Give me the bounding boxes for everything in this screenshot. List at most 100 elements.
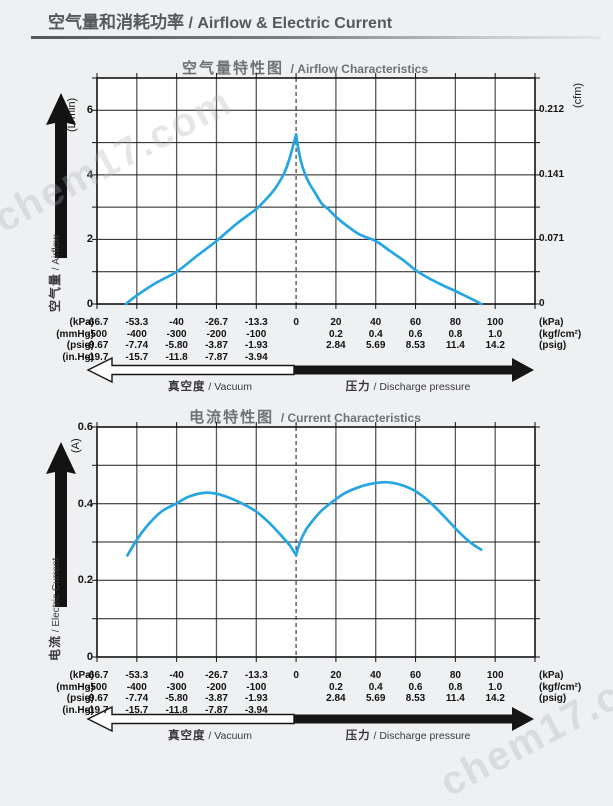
x-tick-label: 1.0 bbox=[488, 328, 503, 340]
y-axis-unit-left: (A) bbox=[70, 438, 82, 453]
x-tick-label: -53.3 bbox=[125, 317, 149, 328]
x-tick-label: 14.2 bbox=[485, 340, 505, 351]
electric-current-curve bbox=[294, 480, 483, 557]
header-rule bbox=[31, 36, 601, 39]
x-tick-label: -3.87 bbox=[205, 340, 228, 351]
x-tick-label: -9.67 bbox=[85, 693, 109, 704]
pressure-arrow bbox=[294, 358, 534, 382]
x-axis-unit-left: (mmHg) bbox=[56, 328, 94, 340]
y-tick-label: 0.4 bbox=[77, 497, 93, 510]
x-tick-label: -500 bbox=[86, 328, 107, 340]
y-tick-label-right: 0.141 bbox=[539, 168, 565, 180]
y-tick-label: 0 bbox=[86, 651, 93, 663]
pressure-label-en: / Discharge pressure bbox=[370, 381, 471, 393]
current-chart: 电流特性图 / Current Characteristics (A) 电流 /… bbox=[0, 395, 613, 747]
x-tick-label: 0.8 bbox=[448, 681, 463, 693]
x-tick-label: 0.4 bbox=[368, 681, 383, 693]
vacuum-label-zh: 真空度 bbox=[168, 730, 206, 742]
y-axis-arrow bbox=[46, 442, 76, 607]
x-tick-label: 0.6 bbox=[408, 681, 423, 693]
x-axis-unit-right: (psig) bbox=[539, 693, 567, 704]
airflow-curve bbox=[294, 133, 483, 306]
x-tick-label: -500 bbox=[86, 681, 107, 693]
x-axis-unit-right: (kgf/cm²) bbox=[539, 328, 582, 340]
x-tick-label: -300 bbox=[166, 681, 187, 693]
airflow-chart: 空气量特性图 / Airflow Characteristics (L/min)… bbox=[0, 46, 613, 398]
x-tick-label: -7.87 bbox=[205, 351, 228, 363]
x-tick-label: -11.8 bbox=[165, 704, 188, 716]
x-axis-unit-left: (in.Hg) bbox=[62, 351, 94, 363]
x-tick-label: -9.67 bbox=[85, 340, 109, 351]
x-tick-label: -3.87 bbox=[205, 693, 228, 704]
x-tick-label: -19.7 bbox=[85, 704, 109, 716]
electric-current-curve bbox=[126, 491, 298, 557]
x-tick-label: -26.7 bbox=[205, 317, 228, 328]
y-axis-name-en: / Electric Current bbox=[51, 557, 62, 635]
page-title-zh: 空气量和消耗功率 bbox=[48, 13, 184, 32]
airflow-curve bbox=[124, 133, 298, 306]
x-tick-label: -1.93 bbox=[244, 340, 268, 351]
x-tick-label: -100 bbox=[246, 328, 267, 340]
y-axis-arrow bbox=[46, 93, 76, 258]
current-chart-title: 电流特性图 / Current Characteristics bbox=[60, 401, 550, 429]
x-tick-label: -26.7 bbox=[205, 670, 228, 681]
x-tick-label: -40 bbox=[169, 670, 184, 681]
x-tick-label: 80 bbox=[449, 670, 461, 681]
x-axis-unit-right: (kgf/cm²) bbox=[539, 681, 582, 693]
x-tick-label: -1.93 bbox=[244, 693, 268, 704]
x-tick-label: 80 bbox=[449, 317, 461, 328]
pressure-label-zh: 压力 bbox=[345, 730, 371, 742]
x-tick-label: -300 bbox=[166, 328, 187, 340]
y-tick-label: 0 bbox=[86, 298, 93, 310]
x-tick-label: -66.7 bbox=[85, 670, 109, 681]
x-axis-unit-left: (in.Hg) bbox=[62, 704, 94, 716]
x-tick-label: 0.8 bbox=[448, 328, 463, 340]
x-tick-label: 0.6 bbox=[408, 328, 423, 340]
x-tick-label: 20 bbox=[330, 317, 342, 328]
x-tick-label: 0.4 bbox=[368, 328, 383, 340]
x-axis-unit-right: (psig) bbox=[539, 340, 567, 351]
y-tick-label: 6 bbox=[86, 104, 93, 117]
x-tick-label: -53.3 bbox=[125, 670, 149, 681]
current-plot bbox=[46, 422, 540, 733]
x-tick-label: -400 bbox=[126, 328, 147, 340]
chart-title-en: / Airflow Characteristics bbox=[290, 62, 429, 76]
x-tick-label: -11.8 bbox=[165, 351, 188, 363]
x-tick-label: -66.7 bbox=[85, 317, 109, 328]
x-tick-label: -7.87 bbox=[205, 704, 228, 716]
vacuum-arrow-label: 真空度 / Vacuum bbox=[130, 726, 290, 744]
chart-title-zh: 电流特性图 bbox=[189, 409, 275, 426]
x-tick-label: 5.69 bbox=[365, 340, 386, 351]
x-tick-label: 60 bbox=[409, 670, 422, 681]
vacuum-label-en: / Vacuum bbox=[205, 730, 252, 742]
x-tick-label: 0.2 bbox=[328, 681, 343, 693]
pressure-arrow-label: 压力 / Discharge pressure bbox=[308, 377, 508, 395]
x-tick-label: 11.4 bbox=[445, 693, 465, 704]
page-title-en: / Airflow & Electric Current bbox=[184, 15, 393, 32]
y-tick-label: 0.2 bbox=[77, 574, 93, 587]
vacuum-label-en: / Vacuum bbox=[205, 381, 252, 393]
x-tick-label: 60 bbox=[409, 317, 422, 328]
x-tick-label: 40 bbox=[370, 670, 382, 681]
x-tick-label: -7.74 bbox=[125, 693, 149, 704]
x-tick-label: -5.80 bbox=[165, 340, 188, 351]
page-title: 空气量和消耗功率 / Airflow & Electric Current bbox=[48, 8, 392, 33]
x-tick-label: 40 bbox=[370, 317, 382, 328]
x-tick-label: -7.74 bbox=[125, 340, 149, 351]
vacuum-arrow-label: 真空度 / Vacuum bbox=[130, 377, 290, 395]
x-axis-unit-left: (kPa) bbox=[69, 670, 94, 681]
airflow-plot bbox=[46, 73, 540, 384]
x-tick-label: 8.53 bbox=[405, 693, 426, 704]
x-tick-label: 5.69 bbox=[365, 693, 386, 704]
y-tick-label-right: 0.212 bbox=[539, 104, 565, 116]
y-tick-label: 4 bbox=[86, 168, 93, 181]
x-axis-unit-right: (kPa) bbox=[539, 317, 564, 328]
x-tick-label: 0 bbox=[293, 670, 299, 681]
x-axis-unit-left: (psig) bbox=[66, 340, 94, 351]
x-tick-label: 2.84 bbox=[326, 693, 346, 704]
x-axis-unit-right: (kPa) bbox=[539, 670, 564, 681]
x-tick-label: -3.94 bbox=[244, 351, 268, 363]
x-tick-label: 14.2 bbox=[485, 693, 505, 704]
pressure-label-zh: 压力 bbox=[345, 381, 371, 393]
x-tick-label: 0.2 bbox=[328, 328, 343, 340]
